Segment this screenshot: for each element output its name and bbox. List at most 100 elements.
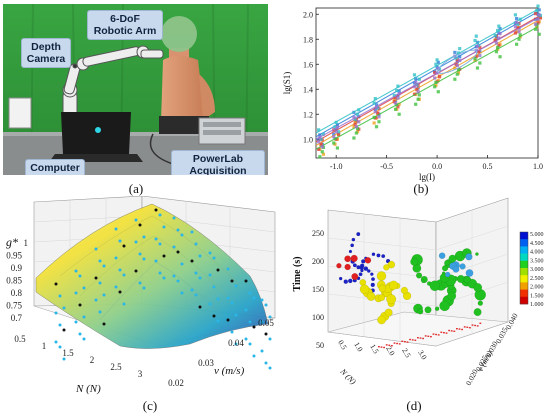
measured-point bbox=[252, 296, 256, 300]
projection-mark bbox=[393, 342, 396, 344]
data-point bbox=[397, 112, 401, 116]
data-point bbox=[412, 85, 417, 89]
measured-point bbox=[162, 225, 166, 229]
data-point bbox=[354, 131, 358, 135]
measured-point bbox=[54, 311, 58, 315]
data-point bbox=[397, 92, 401, 96]
measured-point bbox=[162, 276, 166, 280]
scatter-point bbox=[459, 263, 466, 270]
projection-mark bbox=[424, 335, 427, 337]
z-tick-label: 200 bbox=[312, 257, 324, 266]
measured-point bbox=[234, 313, 238, 317]
scatter-point bbox=[336, 263, 342, 269]
projection-mark bbox=[479, 322, 482, 324]
scatter-point bbox=[388, 280, 399, 290]
data-point bbox=[494, 36, 499, 40]
data-point bbox=[377, 115, 381, 119]
scatter-point bbox=[370, 282, 375, 287]
scatter-point bbox=[347, 278, 353, 284]
scatter-point bbox=[421, 279, 425, 283]
colorbar-frame bbox=[519, 231, 529, 305]
colorbar-tick-label: 1.000 bbox=[530, 302, 544, 308]
scatter-point bbox=[343, 279, 348, 284]
colorbar-segment bbox=[520, 246, 528, 254]
scatter-point bbox=[348, 249, 353, 254]
z-tick-label: 0.75 bbox=[6, 301, 22, 311]
depth-camera-stand bbox=[8, 97, 32, 129]
data-point bbox=[416, 90, 420, 94]
measured-point bbox=[54, 282, 58, 286]
robot-arm-label: 6-DoF Robotic Arm bbox=[87, 10, 163, 40]
measured-point bbox=[114, 256, 118, 260]
measured-point bbox=[172, 216, 176, 220]
measured-points bbox=[54, 208, 272, 370]
data-point bbox=[493, 38, 497, 43]
caption-a: (a) bbox=[128, 181, 144, 196]
data-point bbox=[335, 125, 339, 129]
measured-point bbox=[208, 302, 212, 306]
data-point bbox=[435, 58, 439, 62]
scatter-point bbox=[444, 260, 450, 266]
fit-line bbox=[315, 17, 539, 140]
measured-point bbox=[78, 332, 82, 336]
data-point bbox=[513, 13, 517, 17]
measured-point bbox=[260, 349, 264, 353]
measured-point bbox=[98, 310, 102, 314]
data-point bbox=[353, 120, 357, 124]
projection-mark bbox=[398, 343, 401, 345]
projection-mark bbox=[443, 332, 445, 334]
data-point bbox=[496, 45, 500, 49]
measured-point bbox=[154, 208, 158, 212]
projection-mark bbox=[391, 345, 393, 347]
x-tick-label: 2.0 bbox=[384, 345, 397, 358]
measured-point bbox=[98, 259, 102, 263]
measured-point bbox=[134, 240, 138, 244]
data-point bbox=[536, 21, 540, 25]
scatter-point bbox=[473, 308, 482, 317]
measured-point bbox=[138, 252, 142, 256]
scatter-point bbox=[378, 284, 387, 293]
projection-mark bbox=[456, 328, 458, 330]
measured-point bbox=[212, 256, 216, 260]
measured-point bbox=[142, 235, 146, 239]
data-point bbox=[373, 107, 377, 111]
measured-point bbox=[114, 227, 118, 231]
data-point bbox=[317, 147, 321, 151]
measured-point bbox=[180, 233, 184, 237]
scatter-point bbox=[366, 269, 371, 273]
measured-point bbox=[264, 303, 268, 307]
scatter-point bbox=[377, 315, 386, 325]
y-tick-label: 0.02 bbox=[168, 378, 184, 388]
scatter-point bbox=[371, 252, 376, 257]
projection-mark bbox=[437, 334, 440, 336]
measured-point bbox=[230, 330, 234, 334]
scatter-point bbox=[415, 272, 423, 279]
data-point bbox=[374, 125, 379, 129]
data-point bbox=[321, 152, 326, 156]
projection-mark bbox=[453, 330, 456, 332]
measured-point bbox=[62, 357, 66, 361]
data-point bbox=[373, 110, 377, 114]
panel-a-photo: 6-DoF Robotic Arm Depth Camera Computer … bbox=[3, 4, 268, 175]
x-tick-label: 3.0 bbox=[416, 349, 429, 362]
caption-b: (b) bbox=[413, 181, 429, 196]
scatter-point bbox=[465, 269, 474, 277]
measured-point bbox=[142, 286, 146, 290]
data-point bbox=[354, 125, 358, 129]
measured-point bbox=[176, 250, 180, 254]
measured-point bbox=[58, 345, 62, 349]
data-point bbox=[518, 17, 522, 21]
measured-point bbox=[94, 247, 98, 251]
data-point bbox=[334, 127, 338, 131]
measured-point bbox=[268, 315, 272, 319]
projection-mark bbox=[476, 325, 479, 327]
projection-mark bbox=[404, 341, 406, 343]
scatter-point bbox=[359, 284, 370, 294]
measured-point bbox=[62, 306, 66, 310]
measured-point bbox=[82, 337, 86, 341]
data-point bbox=[458, 55, 462, 59]
colorbar-segment bbox=[520, 296, 528, 305]
data-point bbox=[537, 32, 541, 36]
data-point bbox=[317, 137, 321, 141]
measured-point bbox=[234, 342, 238, 346]
